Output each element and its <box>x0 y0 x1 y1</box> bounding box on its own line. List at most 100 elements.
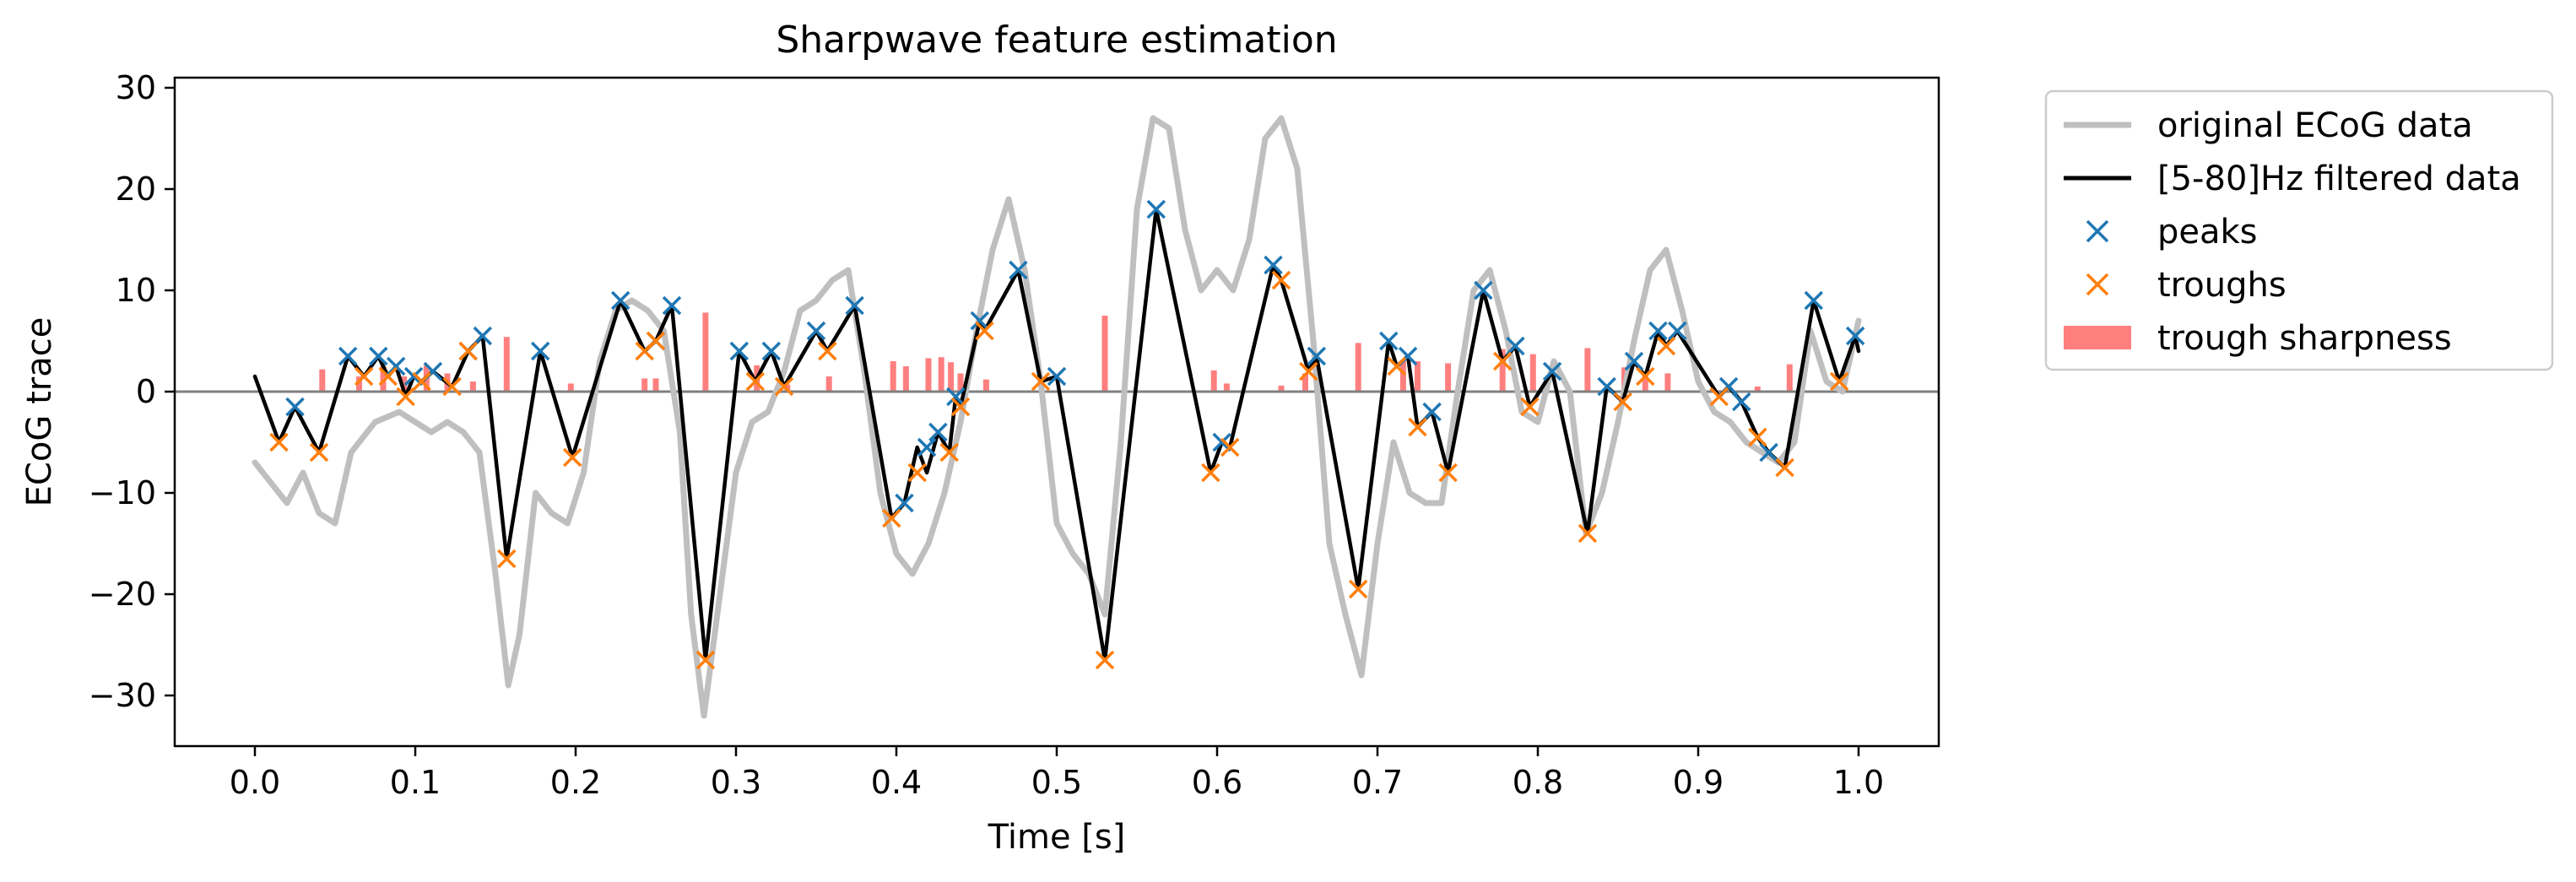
legend-swatch-sharpness <box>2064 326 2131 349</box>
legend-label-troughs: troughs <box>2157 266 2286 305</box>
legend-frame <box>2044 89 2554 371</box>
trough-marker <box>882 508 901 528</box>
sharpness-bar <box>1584 348 1591 392</box>
x-axis-ticks: 0.0 0.1 0.2 0.3 0.4 0.5 0.6 0.7 0.8 0.9 1.0 <box>230 746 1884 801</box>
x-axis-label: Time [s] <box>988 818 1126 857</box>
sharpness-bar <box>1445 363 1452 392</box>
peak-marker <box>1759 442 1778 463</box>
peak-marker <box>338 346 358 366</box>
sharpness-bar <box>652 378 659 392</box>
sharpness-bar <box>641 378 648 392</box>
peak-marker <box>917 437 937 457</box>
trough-marker <box>1656 336 1676 356</box>
peak-marker <box>895 493 914 513</box>
sharpness-bar <box>1642 371 1648 392</box>
sharpness-bar <box>567 383 574 392</box>
peak-marker <box>1804 290 1824 311</box>
legend-label-original: original ECoG data <box>2157 106 2473 145</box>
peak-marker <box>1146 199 1166 219</box>
x-tick-label: 0.4 <box>871 764 922 801</box>
trough-marker <box>1095 650 1115 670</box>
sharpness-bar <box>356 376 362 392</box>
y-tick-label: −20 <box>89 576 156 613</box>
peak-marker <box>970 311 990 331</box>
trough-marker <box>1709 387 1729 407</box>
legend: original ECoG data [5-80]Hz filtered dat… <box>2044 89 2554 371</box>
trough-marker <box>378 366 398 387</box>
sharpness-bar <box>1499 349 1506 392</box>
sharpness-bar <box>982 379 989 392</box>
trough-marker <box>1492 351 1513 371</box>
trough-marker <box>354 366 374 387</box>
legend-label-filtered: [5-80]Hz filtered data <box>2157 160 2521 198</box>
sharpness-bar <box>380 366 387 392</box>
sharpness-bar <box>1786 364 1793 392</box>
sharpness-bar <box>902 366 909 392</box>
peak-marker <box>806 321 826 341</box>
trough-marker <box>975 321 994 341</box>
trough-marker <box>1387 356 1407 376</box>
sharpness-bar <box>401 376 408 392</box>
trough-marker <box>1031 371 1051 392</box>
trough-marker <box>774 376 794 397</box>
sharpness-bar <box>1399 361 1406 392</box>
legend-label-sharpness: trough sharpness <box>2157 319 2452 358</box>
peak-marker <box>285 397 305 417</box>
sharpness-bar <box>957 373 964 392</box>
sharpness-bar <box>503 337 510 392</box>
trough-marker <box>818 341 837 361</box>
x-tick-label: 1.0 <box>1833 764 1884 801</box>
sharpness-bar <box>925 358 932 392</box>
peak-marker <box>761 341 782 361</box>
sharpness-bar <box>1302 373 1308 392</box>
trough-marker <box>396 387 415 407</box>
peak-marker <box>530 341 550 361</box>
trough-marker <box>1636 366 1655 387</box>
trough-marker <box>1438 463 1458 483</box>
trough-marker <box>1613 392 1632 412</box>
trough-marker <box>1520 397 1540 417</box>
y-tick-label: −10 <box>89 474 156 511</box>
peak-marker <box>845 295 864 316</box>
trough-marker <box>1201 463 1220 483</box>
sharpness-bar <box>1223 383 1230 392</box>
x-tick-label: 0.7 <box>1352 764 1403 801</box>
peak-marker <box>1047 366 1067 387</box>
trough-marker <box>745 371 766 392</box>
peak-marker <box>946 387 966 407</box>
trough-marker <box>1408 417 1427 437</box>
peak-marker <box>1009 260 1028 280</box>
sharpness-bar <box>1210 370 1217 392</box>
peak-marker <box>1422 402 1442 422</box>
sharpness-bar <box>1278 385 1285 392</box>
peak-markers <box>285 199 1865 513</box>
trough-marker <box>442 376 462 397</box>
trough-markers <box>269 270 1849 670</box>
legend-swatch-peaks <box>2086 219 2109 243</box>
sharpness-bar <box>948 362 955 392</box>
peak-marker <box>610 290 630 311</box>
sharpness-bar <box>469 381 476 392</box>
peak-marker <box>1648 321 1668 341</box>
y-tick-label: 10 <box>116 272 156 309</box>
trough-marker <box>309 442 329 463</box>
peak-marker <box>1506 336 1525 356</box>
x-tick-label: 0.8 <box>1513 764 1563 801</box>
sharpness-bar <box>938 357 944 392</box>
sharpness-bar <box>319 369 326 392</box>
sharpness-bar <box>1529 354 1536 392</box>
peak-marker <box>1597 376 1616 397</box>
x-tick-label: 0.0 <box>230 764 280 801</box>
trough-marker <box>695 650 716 670</box>
trough-marker <box>646 331 666 351</box>
peak-marker <box>1379 331 1399 351</box>
y-tick-label: 30 <box>116 69 156 106</box>
trough-marker <box>1775 457 1794 478</box>
peak-marker <box>1264 255 1283 275</box>
trough-marker <box>1578 523 1598 544</box>
trough-marker <box>562 447 582 468</box>
peak-marker <box>473 326 493 346</box>
peak-marker <box>928 422 948 442</box>
trough-marker <box>269 432 289 452</box>
